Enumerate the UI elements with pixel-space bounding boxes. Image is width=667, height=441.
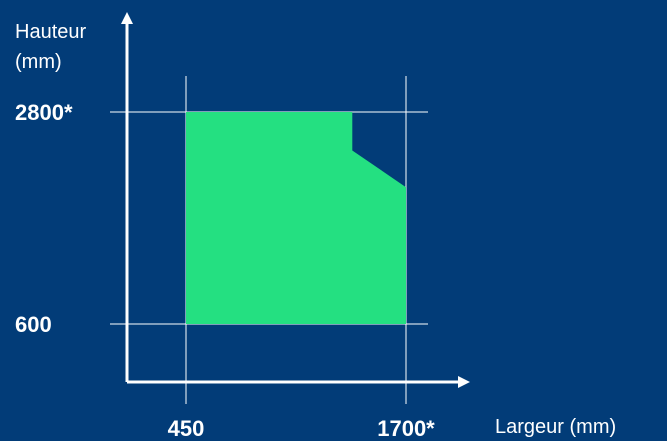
y-axis-title-line1: Hauteur [15,21,86,43]
x-tick-label: 1700* [377,416,435,441]
x-tick-label: 450 [168,416,205,441]
y-tick-label: 600 [15,312,52,337]
y-tick-label: 2800* [15,100,73,125]
y-axis-title-line2: (mm) [15,51,62,73]
axes [121,11,470,388]
x-axis-title: Largeur (mm) [495,416,616,438]
tick-labels: 450 1700* 600 2800* [15,100,435,441]
allowed-size-area [186,112,406,324]
